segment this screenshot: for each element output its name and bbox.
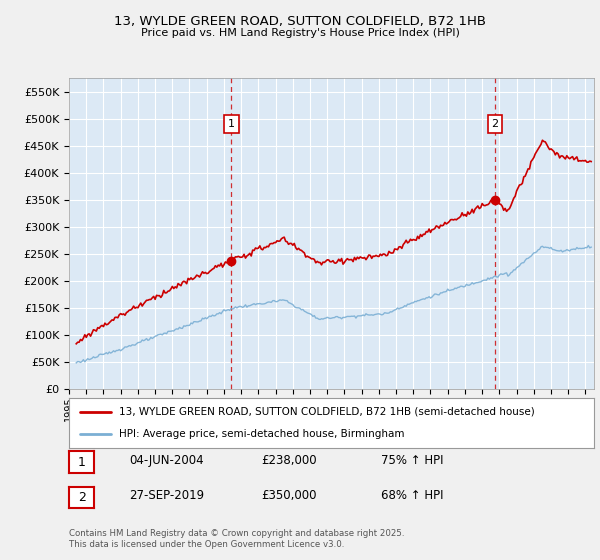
Text: 13, WYLDE GREEN ROAD, SUTTON COLDFIELD, B72 1HB: 13, WYLDE GREEN ROAD, SUTTON COLDFIELD, …	[114, 15, 486, 27]
Text: 68% ↑ HPI: 68% ↑ HPI	[381, 489, 443, 502]
Text: £238,000: £238,000	[261, 454, 317, 467]
Text: £350,000: £350,000	[261, 489, 317, 502]
Text: 04-JUN-2004: 04-JUN-2004	[129, 454, 203, 467]
Text: Contains HM Land Registry data © Crown copyright and database right 2025.
This d: Contains HM Land Registry data © Crown c…	[69, 529, 404, 549]
Text: 2: 2	[491, 119, 499, 129]
Text: 2: 2	[77, 491, 86, 504]
Text: 27-SEP-2019: 27-SEP-2019	[129, 489, 204, 502]
Text: HPI: Average price, semi-detached house, Birmingham: HPI: Average price, semi-detached house,…	[119, 429, 404, 439]
Text: 1: 1	[77, 455, 86, 469]
Text: 1: 1	[228, 119, 235, 129]
Text: Price paid vs. HM Land Registry's House Price Index (HPI): Price paid vs. HM Land Registry's House …	[140, 28, 460, 38]
Text: 13, WYLDE GREEN ROAD, SUTTON COLDFIELD, B72 1HB (semi-detached house): 13, WYLDE GREEN ROAD, SUTTON COLDFIELD, …	[119, 407, 535, 417]
Text: 75% ↑ HPI: 75% ↑ HPI	[381, 454, 443, 467]
